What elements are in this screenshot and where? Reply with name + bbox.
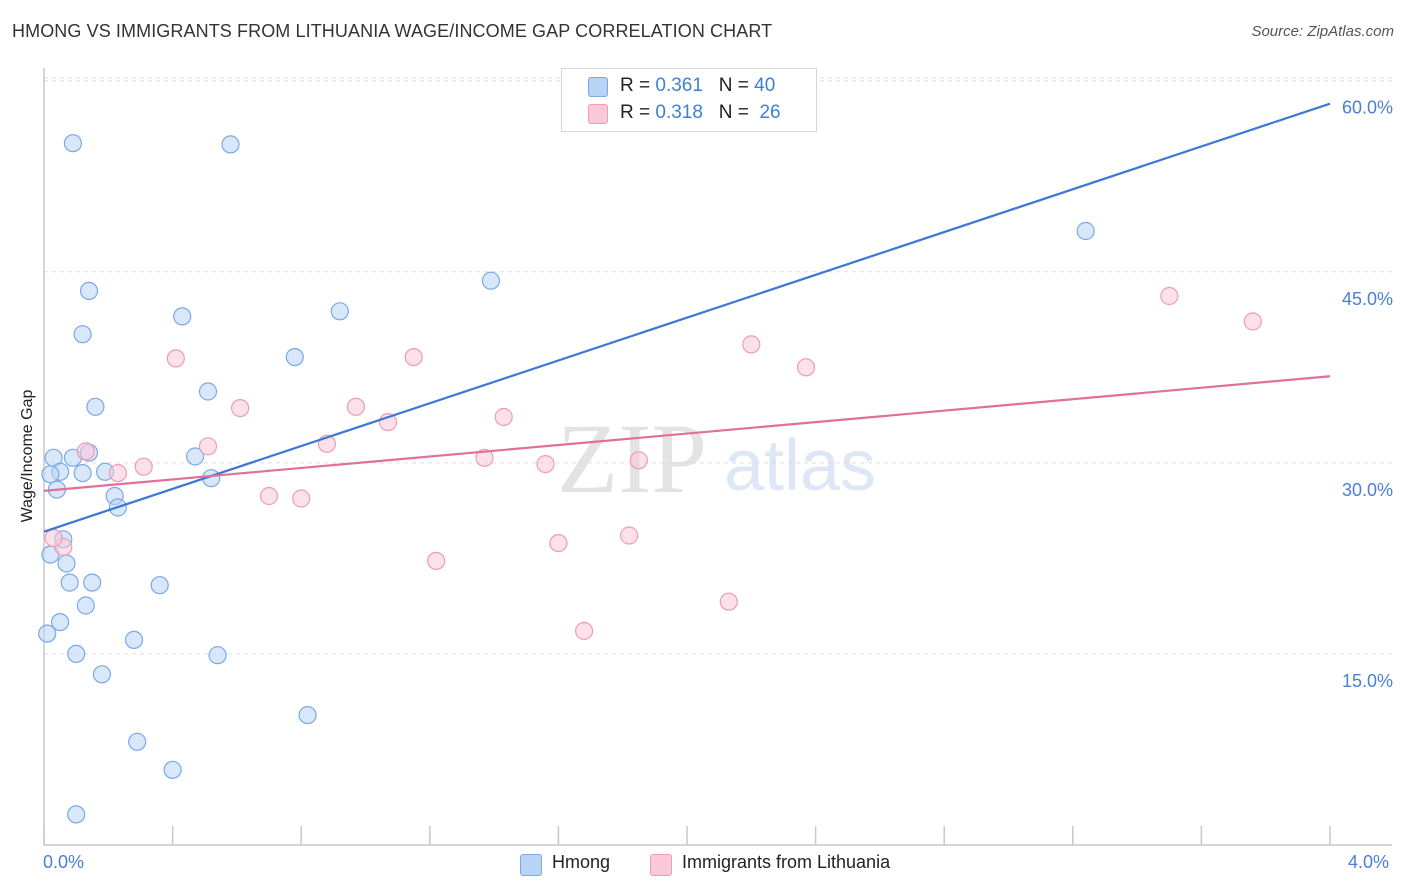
hmong-data-point xyxy=(150,576,169,595)
lithuania-data-point xyxy=(475,448,494,467)
hmong-data-point xyxy=(285,348,304,367)
lithuania-data-point xyxy=(108,464,128,483)
hmong-data-point xyxy=(198,382,218,401)
hmong-data-point xyxy=(92,665,112,684)
hmong-data-point xyxy=(79,281,99,300)
hmong-data-point xyxy=(57,554,76,573)
hmong-data-point xyxy=(1076,221,1095,241)
lithuania-data-point xyxy=(231,399,250,418)
legend-text-lithuania: R = 0.318 N = 26 xyxy=(620,102,781,124)
lithuania-data-point xyxy=(549,533,568,553)
y-tick-label: 15.0% xyxy=(1342,671,1393,691)
chart-title: HMONG VS IMMIGRANTS FROM LITHUANIA WAGE/… xyxy=(12,21,773,41)
hmong-data-point xyxy=(186,447,205,466)
lithuania-data-point xyxy=(44,528,63,548)
r-value-lithuania: 0.318 xyxy=(655,102,703,123)
lithuania-data-point xyxy=(1243,312,1262,331)
hmong-data-point xyxy=(73,325,92,344)
hmong-trendline xyxy=(43,102,1331,533)
n-value-lithuania: 26 xyxy=(759,102,781,123)
lithuania-data-point xyxy=(427,551,446,571)
hmong-data-point xyxy=(128,732,147,751)
lithuania-data-point xyxy=(134,457,153,476)
hmong-data-point xyxy=(298,705,317,725)
watermark-atlas: atlas xyxy=(724,426,876,506)
lithuania-data-point xyxy=(166,349,185,368)
hmong-data-point xyxy=(76,596,95,615)
hmong-data-point xyxy=(163,760,182,779)
x-axis-max-label: 4.0% xyxy=(1348,852,1390,872)
legend-text-hmong: R = 0.361 N = 40 xyxy=(620,75,775,97)
lithuania-data-point xyxy=(292,489,311,508)
hmong-data-point xyxy=(50,612,70,632)
lithuania-data-point xyxy=(619,526,639,545)
hmong-data-point xyxy=(73,464,92,483)
n-label: N = xyxy=(718,102,749,123)
bottom-legend-swatch-hmong xyxy=(520,854,542,876)
lithuania-trendline xyxy=(43,375,1331,492)
hmong-data-point xyxy=(124,630,144,650)
lithuania-data-point xyxy=(494,407,513,427)
hmong-data-point xyxy=(83,573,102,592)
bottom-legend-label-hmong: Hmong xyxy=(552,852,611,872)
lithuania-data-point xyxy=(742,335,761,354)
legend-swatch-hmong xyxy=(588,77,608,97)
hmong-data-point xyxy=(67,805,86,824)
bottom-legend-label-lithuania: Immigrants from Lithuania xyxy=(682,852,891,872)
hmong-data-point xyxy=(67,644,86,664)
y-tick-label: 30.0% xyxy=(1342,480,1393,500)
hmong-data-point xyxy=(481,271,500,290)
lithuania-data-point xyxy=(346,397,365,416)
hmong-data-point xyxy=(60,573,79,592)
hmong-data-point xyxy=(63,134,83,153)
lithuania-data-point xyxy=(796,358,816,377)
lithuania-data-point xyxy=(574,621,594,641)
r-value-hmong: 0.361 xyxy=(655,75,703,96)
lithuania-data-point xyxy=(404,348,423,367)
hmong-data-point xyxy=(86,397,105,416)
correlation-legend: R = 0.361 N = 40 R = 0.318 N = 26 xyxy=(561,68,817,132)
source-label: Source: ZipAtlas.com xyxy=(1251,23,1394,40)
hmong-data-point xyxy=(173,307,192,326)
hmong-data-point xyxy=(208,646,227,665)
hmong-data-point xyxy=(330,302,349,321)
lithuania-data-point xyxy=(259,486,279,506)
lithuania-data-point xyxy=(76,442,95,461)
lithuania-data-point xyxy=(198,437,218,456)
hmong-data-point xyxy=(38,624,57,643)
y-tick-label: 60.0% xyxy=(1342,98,1393,118)
legend-swatch-lithuania xyxy=(588,104,608,124)
lithuania-data-point xyxy=(629,451,648,470)
r-label: R = xyxy=(620,75,651,96)
lithuania-data-point xyxy=(719,592,738,611)
y-tick-label: 45.0% xyxy=(1342,289,1393,309)
r-label: R = xyxy=(620,102,651,123)
hmong-data-point xyxy=(221,135,240,154)
bottom-legend-swatch-lithuania xyxy=(650,854,672,876)
n-label: N = xyxy=(718,75,749,96)
hmong-data-point xyxy=(41,465,60,484)
n-value-hmong: 40 xyxy=(754,75,776,96)
lithuania-data-point xyxy=(1160,286,1179,306)
lithuania-data-point xyxy=(536,455,555,474)
x-axis-min-label: 0.0% xyxy=(43,852,85,872)
